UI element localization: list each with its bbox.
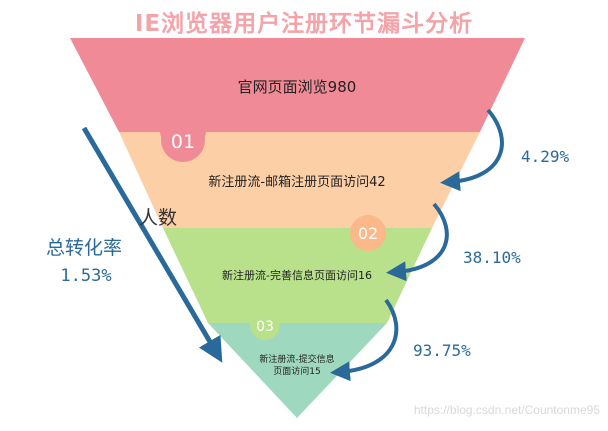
badge-03-text: 03 (256, 319, 274, 335)
curved-arrow-icon (386, 202, 449, 282)
diagonal-arrow-icon (81, 126, 223, 363)
stage-1-label: 官网页面浏览980 (238, 78, 357, 96)
step-rate-1: 4.29% (521, 147, 570, 166)
badge-01: 01 (160, 109, 206, 162)
funnel-stage-4 (208, 323, 387, 418)
step-rate-3: 93.75% (413, 341, 471, 360)
stage-4-label-line2: 页面访问15 (273, 365, 320, 377)
badge-02-text: 02 (358, 224, 378, 243)
curved-arrow-icon (330, 298, 399, 382)
y-axis-label: 人数 (139, 207, 177, 229)
total-conversion-value: 1.53% (60, 266, 111, 286)
page-title: IE浏览器用户注册环节漏斗分析 (134, 11, 474, 37)
badge-02: 02 (350, 215, 386, 251)
funnel-stage-1 (70, 38, 525, 132)
badge-01-text: 01 (171, 131, 195, 153)
funnel-stage-2 (119, 132, 480, 228)
step-rate-2: 38.10% (463, 248, 521, 267)
watermark: https://blog.csdn.net/Countonme95 (413, 403, 600, 417)
funnel-stage-3 (163, 228, 432, 323)
stage-2-label: 新注册流-邮箱注册页面访问42 (208, 174, 385, 190)
stage-4-label-line1: 新注册流-提交信息 (259, 353, 334, 365)
curved-arrow-icon (440, 108, 504, 192)
stage-3-label: 新注册流-完善信息页面访问16 (222, 268, 372, 282)
badge-03: 03 (250, 310, 280, 340)
total-conversion-label: 总转化率 (46, 237, 122, 259)
